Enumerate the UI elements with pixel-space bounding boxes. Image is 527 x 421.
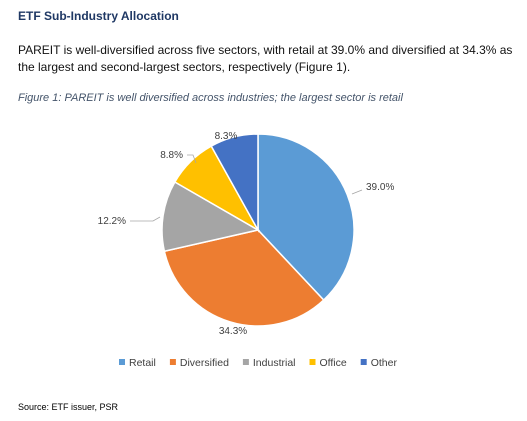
figure-caption: Figure 1: PAREIT is well diversified acr…	[18, 92, 403, 104]
data-labels: 39.0% 34.3% 12.2% 8.8% 8.3%	[98, 131, 395, 337]
legend-swatch-retail	[119, 359, 125, 365]
legend-item-other: Other	[360, 357, 398, 369]
pie-slice-retail	[257, 133, 355, 302]
data-label-other: 8.3%	[215, 131, 238, 142]
label-leader-lines	[130, 154, 363, 222]
legend-swatch-office	[309, 359, 316, 365]
chart-legend: Retail Diversified Industrial Office Other	[119, 357, 397, 369]
pie-slices	[161, 133, 355, 327]
leader-line-industrial	[130, 216, 161, 222]
pie-slice-industrial	[161, 180, 261, 253]
data-label-office: 8.8%	[160, 150, 183, 161]
pie-chart: 39.0% 34.3% 12.2% 8.8% 8.3% Retail Diversifie…	[98, 131, 398, 369]
pie-slice-diversified	[163, 229, 325, 327]
leader-line-retail	[351, 189, 363, 195]
body-paragraph: PAREIT is well-diversified across five s…	[18, 43, 513, 74]
legend-label-industrial: Industrial	[253, 357, 296, 369]
legend-item-retail: Retail	[119, 357, 156, 369]
legend-label-retail: Retail	[129, 357, 156, 369]
data-label-diversified: 34.3%	[219, 326, 247, 337]
data-label-retail: 39.0%	[366, 182, 394, 193]
legend-item-industrial: Industrial	[242, 357, 296, 369]
source-note: Source: ETF issuer, PSR	[18, 402, 119, 412]
legend-label-diversified: Diversified	[180, 357, 229, 369]
section-heading: ETF Sub-Industry Allocation	[18, 9, 179, 23]
legend-swatch-diversified	[169, 359, 176, 365]
legend-item-office: Office	[309, 357, 347, 369]
legend-label-other: Other	[371, 357, 398, 369]
leader-line-office	[187, 154, 197, 164]
pie-slice-other	[210, 133, 259, 233]
data-label-industrial: 12.2%	[98, 216, 126, 227]
legend-swatch-other	[360, 359, 367, 365]
legend-label-office: Office	[320, 357, 347, 369]
legend-swatch-industrial	[242, 359, 249, 365]
legend-item-diversified: Diversified	[169, 357, 229, 369]
